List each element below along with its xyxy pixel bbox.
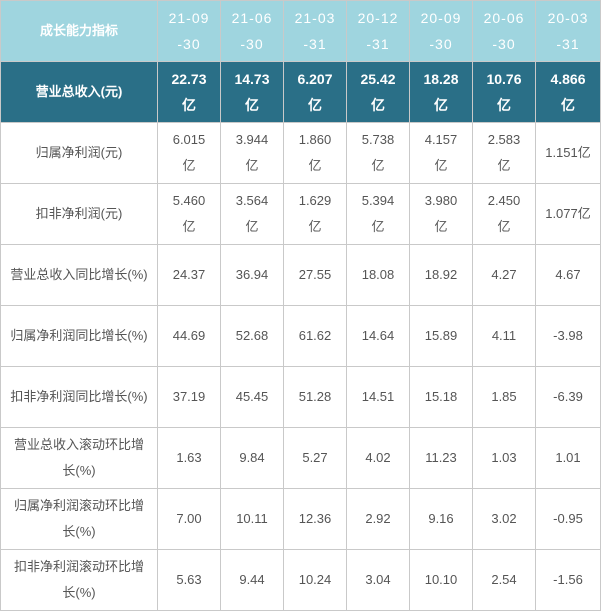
cell-value: 2.583亿 <box>472 122 536 184</box>
cell-value: 5.460亿 <box>157 183 221 245</box>
cell-value: 3.944亿 <box>220 122 284 184</box>
cell-value: 11.23 <box>409 427 473 489</box>
cell-value: 4.866亿 <box>535 61 601 123</box>
table-row: 归属净利润(元) 6.015亿 3.944亿 1.860亿 5.738亿 4.1… <box>0 122 601 184</box>
cell-value: 9.84 <box>220 427 284 489</box>
table-row-revenue: 营业总收入(元) 22.73亿 14.73亿 6.207亿 25.42亿 18.… <box>0 61 601 123</box>
cell-value: 2.92 <box>346 488 410 550</box>
table-header-row: 成长能力指标 21-09-30 21-06-30 21-03-31 20-12-… <box>0 0 601 62</box>
cell-value: -3.98 <box>535 305 601 367</box>
cell-value: 52.68 <box>220 305 284 367</box>
cell-value: 61.62 <box>283 305 347 367</box>
cell-value: 4.27 <box>472 244 536 306</box>
row-label: 扣非净利润滚动环比增长(%) <box>0 549 158 611</box>
cell-value: -6.39 <box>535 366 601 428</box>
cell-value: 3.04 <box>346 549 410 611</box>
row-label: 归属净利润同比增长(%) <box>0 305 158 367</box>
cell-value: 25.42亿 <box>346 61 410 123</box>
period-header: 20-06-30 <box>472 0 536 62</box>
cell-value: 24.37 <box>157 244 221 306</box>
cell-value: 18.08 <box>346 244 410 306</box>
cell-value: 4.11 <box>472 305 536 367</box>
corner-label: 成长能力指标 <box>0 0 158 62</box>
cell-value: 15.18 <box>409 366 473 428</box>
cell-value: 5.27 <box>283 427 347 489</box>
cell-value: 10.24 <box>283 549 347 611</box>
period-header: 21-06-30 <box>220 0 284 62</box>
table-row: 归属净利润滚动环比增长(%) 7.00 10.11 12.36 2.92 9.1… <box>0 488 601 550</box>
cell-value: 10.11 <box>220 488 284 550</box>
period-header: 20-12-31 <box>346 0 410 62</box>
cell-value: 5.63 <box>157 549 221 611</box>
cell-value: 1.03 <box>472 427 536 489</box>
cell-value: 2.54 <box>472 549 536 611</box>
table-row: 扣非净利润滚动环比增长(%) 5.63 9.44 10.24 3.04 10.1… <box>0 549 601 611</box>
cell-value: 3.02 <box>472 488 536 550</box>
cell-value: 14.51 <box>346 366 410 428</box>
row-label: 归属净利润滚动环比增长(%) <box>0 488 158 550</box>
cell-value: 22.73亿 <box>157 61 221 123</box>
period-header: 20-09-30 <box>409 0 473 62</box>
row-label: 营业总收入(元) <box>0 61 158 123</box>
cell-value: 15.89 <box>409 305 473 367</box>
cell-value: 4.67 <box>535 244 601 306</box>
cell-value: 14.73亿 <box>220 61 284 123</box>
table-row: 营业总收入滚动环比增长(%) 1.63 9.84 5.27 4.02 11.23… <box>0 427 601 489</box>
cell-value: 5.394亿 <box>346 183 410 245</box>
table-row: 归属净利润同比增长(%) 44.69 52.68 61.62 14.64 15.… <box>0 305 601 367</box>
cell-value: 7.00 <box>157 488 221 550</box>
cell-value: 1.629亿 <box>283 183 347 245</box>
cell-value: 36.94 <box>220 244 284 306</box>
row-label: 营业总收入滚动环比增长(%) <box>0 427 158 489</box>
cell-value: 1.860亿 <box>283 122 347 184</box>
cell-value: 4.157亿 <box>409 122 473 184</box>
table-row: 扣非净利润同比增长(%) 37.19 45.45 51.28 14.51 15.… <box>0 366 601 428</box>
cell-value: 6.207亿 <box>283 61 347 123</box>
cell-value: 1.151亿 <box>535 122 601 184</box>
cell-value: 45.45 <box>220 366 284 428</box>
cell-value: 4.02 <box>346 427 410 489</box>
cell-value: 12.36 <box>283 488 347 550</box>
cell-value: 9.44 <box>220 549 284 611</box>
cell-value: 3.980亿 <box>409 183 473 245</box>
cell-value: 44.69 <box>157 305 221 367</box>
cell-value: 10.76亿 <box>472 61 536 123</box>
row-label: 营业总收入同比增长(%) <box>0 244 158 306</box>
cell-value: 5.738亿 <box>346 122 410 184</box>
cell-value: 18.92 <box>409 244 473 306</box>
row-label: 扣非净利润(元) <box>0 183 158 245</box>
cell-value: 14.64 <box>346 305 410 367</box>
row-label: 扣非净利润同比增长(%) <box>0 366 158 428</box>
table-row: 营业总收入同比增长(%) 24.37 36.94 27.55 18.08 18.… <box>0 244 601 306</box>
cell-value: 51.28 <box>283 366 347 428</box>
cell-value: -0.95 <box>535 488 601 550</box>
cell-value: -1.56 <box>535 549 601 611</box>
cell-value: 3.564亿 <box>220 183 284 245</box>
period-header: 20-03-31 <box>535 0 601 62</box>
cell-value: 1.01 <box>535 427 601 489</box>
cell-value: 6.015亿 <box>157 122 221 184</box>
cell-value: 2.450亿 <box>472 183 536 245</box>
row-label: 归属净利润(元) <box>0 122 158 184</box>
cell-value: 18.28亿 <box>409 61 473 123</box>
cell-value: 27.55 <box>283 244 347 306</box>
cell-value: 1.63 <box>157 427 221 489</box>
period-header: 21-03-31 <box>283 0 347 62</box>
cell-value: 1.077亿 <box>535 183 601 245</box>
table-row: 扣非净利润(元) 5.460亿 3.564亿 1.629亿 5.394亿 3.9… <box>0 183 601 245</box>
cell-value: 9.16 <box>409 488 473 550</box>
cell-value: 10.10 <box>409 549 473 611</box>
cell-value: 37.19 <box>157 366 221 428</box>
cell-value: 1.85 <box>472 366 536 428</box>
period-header: 21-09-30 <box>157 0 221 62</box>
